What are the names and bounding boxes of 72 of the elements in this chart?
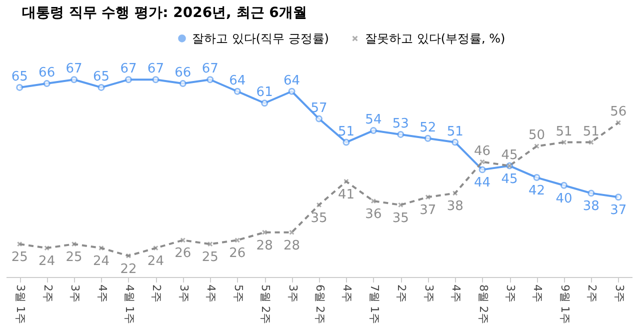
data-label: 35 <box>310 210 328 226</box>
data-label: 24 <box>92 254 110 270</box>
data-label: 61 <box>256 85 273 100</box>
legend-label: 잘못하고 있다(부정률, %) <box>365 32 506 46</box>
x-tick-label: 3주 <box>612 284 626 302</box>
data-label: 37 <box>420 203 436 218</box>
data-label: 51 <box>446 124 464 140</box>
data-label: 65 <box>11 69 28 84</box>
data-label: 67 <box>120 62 137 77</box>
data-label: 25 <box>11 250 28 266</box>
x-tick-label: 3주 <box>286 284 300 302</box>
x-tick-label: 2주 <box>395 284 408 302</box>
x-tick-label: 7월 1주 <box>368 284 381 324</box>
data-label: 46 <box>474 144 491 159</box>
x-tick-label: 3주 <box>177 284 190 302</box>
x-tick-label: 3주 <box>422 284 436 302</box>
data-label: 35 <box>392 210 409 226</box>
data-label: 64 <box>284 73 300 88</box>
x-tick-label: 3월 1주 <box>14 284 28 324</box>
x-tick-label: 4주 <box>340 284 354 302</box>
data-label: 26 <box>174 246 192 262</box>
data-label: 45 <box>501 148 518 163</box>
data-label: 51 <box>556 124 572 140</box>
x-tick-label: 4주 <box>204 284 218 302</box>
data-label: 36 <box>365 207 382 222</box>
data-label: 67 <box>202 62 218 77</box>
data-label: 67 <box>147 62 164 77</box>
data-label: 65 <box>92 69 110 84</box>
data-label: 40 <box>556 191 572 206</box>
data-label: 64 <box>229 73 246 88</box>
x-tick-label: 9월 1주 <box>558 284 572 324</box>
x-tick-label: 4주 <box>450 284 463 302</box>
x-tick-label: 4주 <box>96 284 109 302</box>
x-tick-label: 8월 2주 <box>476 284 490 324</box>
data-label: 67 <box>66 62 82 77</box>
data-label: 44 <box>474 176 491 191</box>
x-tick-label: 3주 <box>504 284 518 302</box>
data-label: 28 <box>284 238 300 254</box>
data-label: 28 <box>256 238 273 254</box>
x-tick-label: 2주 <box>586 284 599 302</box>
data-label: 53 <box>392 116 409 132</box>
chart-title: 대통령 직무 수행 평가: 2026년, 최근 6개월 <box>22 5 307 21</box>
data-label: 66 <box>174 66 192 81</box>
data-label: 24 <box>147 254 164 270</box>
data-label: 26 <box>229 246 246 262</box>
x-tick-label: 2주 <box>41 284 54 302</box>
data-label: 54 <box>365 112 382 128</box>
x-tick-label: 5월 2주 <box>259 284 272 324</box>
data-label: 57 <box>310 100 328 116</box>
data-label: 56 <box>610 104 627 120</box>
data-label: 37 <box>610 203 627 218</box>
data-label: 42 <box>528 184 546 199</box>
data-label: 41 <box>338 187 354 202</box>
data-label: 51 <box>582 124 600 140</box>
data-label: 25 <box>66 250 82 266</box>
data-label: 66 <box>38 66 56 81</box>
data-label: 45 <box>501 172 518 187</box>
x-tick-label: 2주 <box>150 284 164 302</box>
data-label: 50 <box>528 128 546 144</box>
data-label: 25 <box>202 250 218 266</box>
data-label: 52 <box>420 120 436 136</box>
data-label: 24 <box>38 254 56 270</box>
x-tick-label: 6월 2주 <box>314 284 326 324</box>
data-label: 51 <box>338 124 354 140</box>
x-tick-label: 4월 1주 <box>122 284 136 324</box>
x-tick-label: 4주 <box>531 284 544 302</box>
x-tick-label: 5주 <box>232 284 245 302</box>
data-label: 38 <box>446 199 464 214</box>
data-label: 38 <box>582 199 600 214</box>
x-tick-label: 3주 <box>68 284 82 302</box>
legend-label: 잘하고 있다(직무 긍정률) <box>192 31 329 46</box>
data-label: 22 <box>120 262 137 277</box>
